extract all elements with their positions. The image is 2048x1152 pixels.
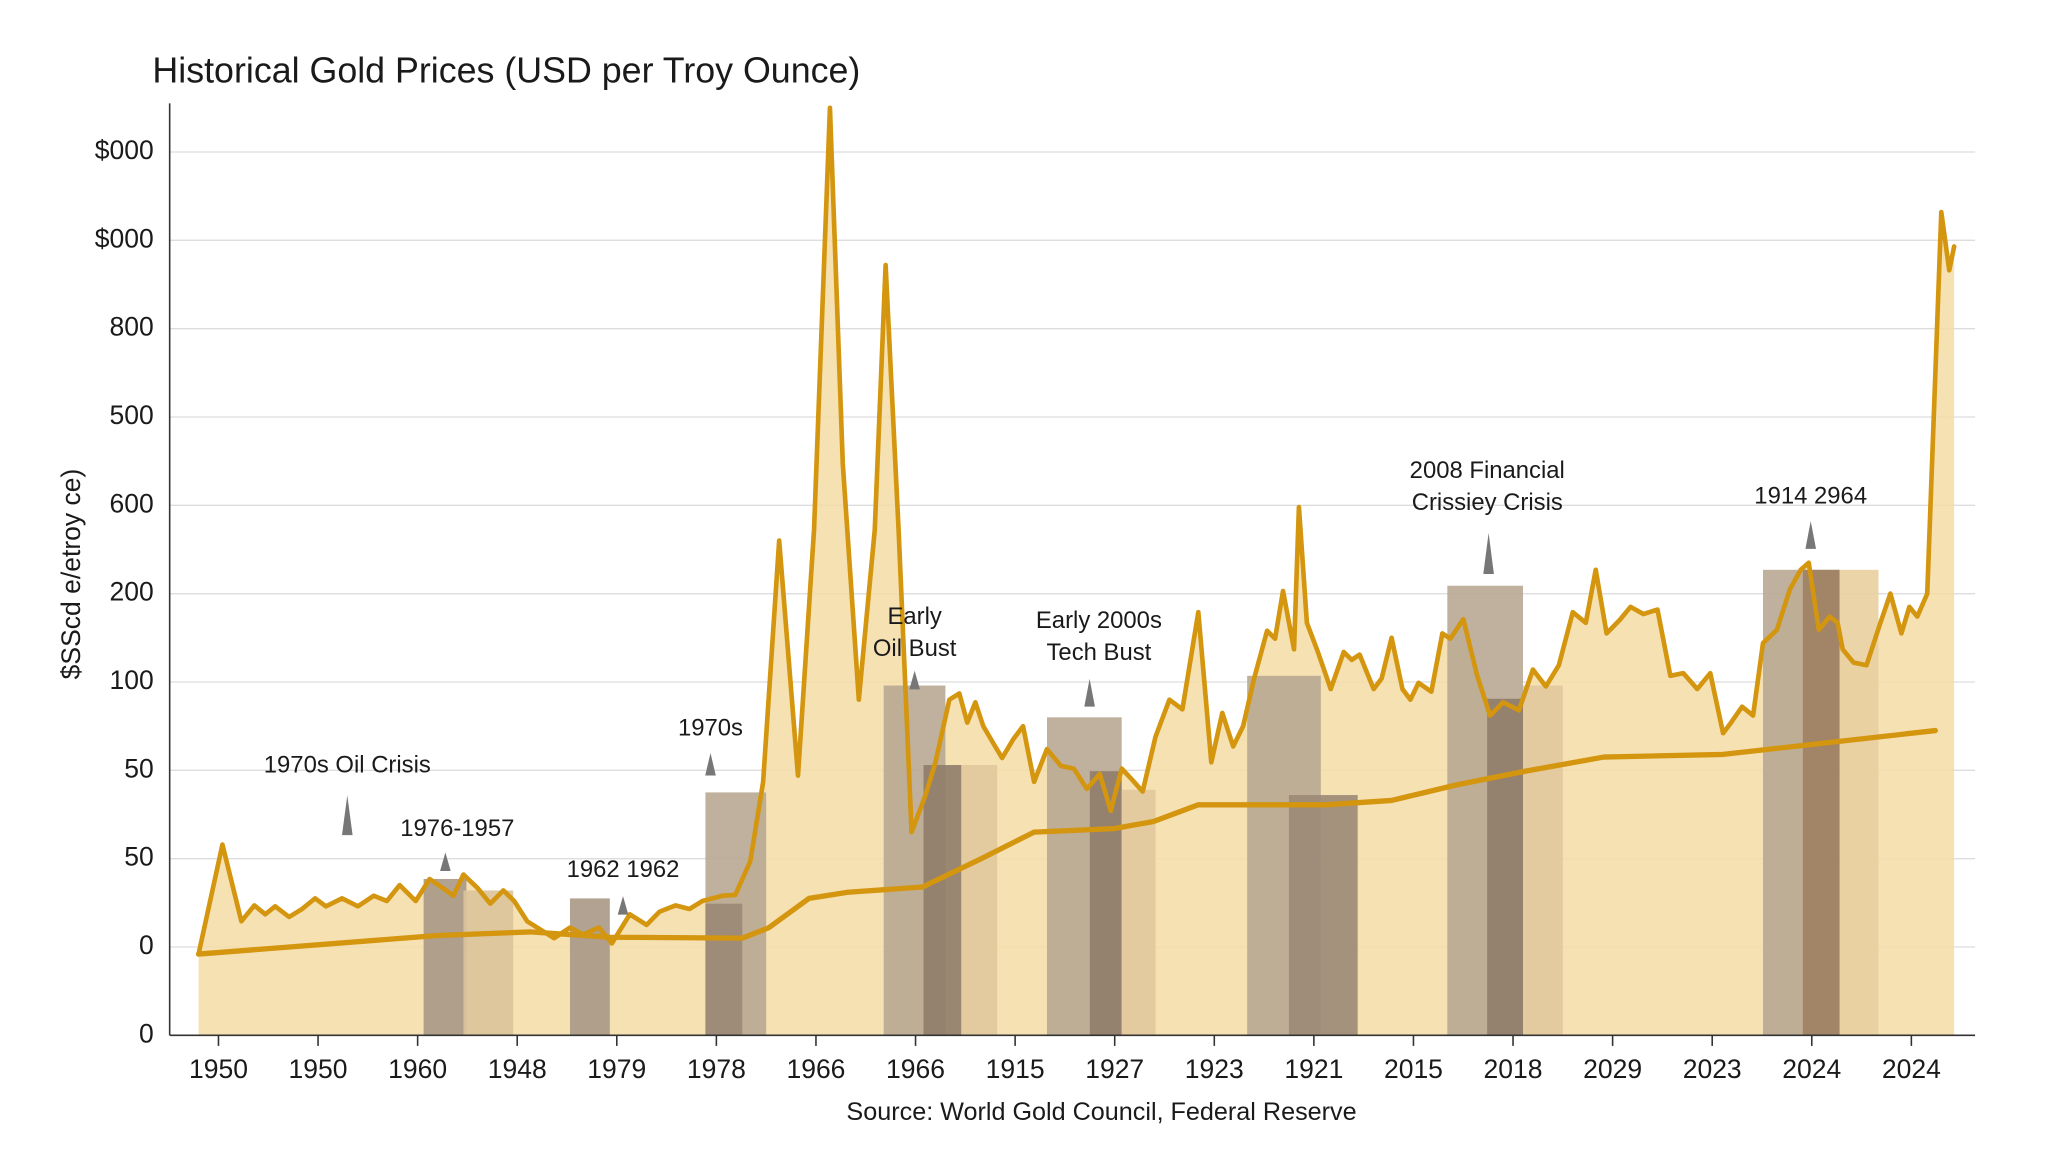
annotation-text: 1970s Oil Crisis [264,752,431,779]
event-bar [423,878,467,1036]
x-tick-label: 1966 [886,1054,945,1084]
x-tick-label: 1966 [786,1054,845,1084]
event-bar [961,765,998,1036]
event-bar [569,898,610,1036]
x-tick-label: 1921 [1284,1054,1343,1084]
annotation-text: 2008 Financial [1410,457,1565,484]
event-bar [1487,698,1523,1036]
x-tick-label: 2015 [1384,1054,1443,1084]
y-tick-label: 600 [110,488,154,518]
y-tick-label: $000 [95,135,154,165]
annotation-pointer [1084,678,1095,707]
x-tick-label: 1927 [1085,1054,1144,1084]
annotation-text: 1962 1962 [567,856,680,883]
bars [423,569,1879,1036]
grid [169,151,1976,948]
y-axis-label: $SScd e/etroy ce) [56,469,86,680]
annotation-text: Tech Bust [1047,639,1152,666]
annotation-text: Early [887,603,941,630]
annotation-pointer [440,852,451,871]
y-tick-label: 500 [110,400,154,430]
annotation-pointer [705,752,716,776]
lines [195,105,1957,957]
annotation-pointer [1483,532,1494,575]
y-tick-label: 50 [124,842,153,872]
event-bar [463,890,514,1036]
y-tick-label: 800 [110,312,154,342]
x-tick-label: 2023 [1683,1054,1742,1084]
annotation-text: 1970s [678,714,743,741]
x-tick-label: 1915 [986,1054,1045,1084]
x-tick-label: 1979 [587,1054,646,1084]
y-tick-label: $000 [95,223,154,253]
annotation-pointer [909,670,920,690]
x-tick-label: 1950 [189,1054,248,1084]
y-tick-label: 200 [110,577,154,607]
annotation-text: Oil Bust [873,635,957,662]
x-tick-label: 2018 [1484,1054,1543,1084]
event-bar [1522,685,1563,1036]
axes: 0 0 50 50 100 200 600 500 800 $000 $000 1950 1950 196… [95,103,1976,1084]
x-tick-label: 1950 [289,1054,348,1084]
source-note: Source: World Gold Council, Federal Rese… [846,1098,1356,1126]
x-tick-label: 1923 [1185,1054,1244,1084]
event-bar [1089,771,1122,1036]
chart-title: Historical Gold Prices (USD per Troy Oun… [152,50,860,90]
event-bar [1121,789,1156,1036]
annotation-text: Crissiey Crisis [1412,489,1563,516]
annotations: 1970s Oil Crisis 1976-1957 1962 1962 1970s E… [264,457,1867,915]
annotation-pointer [341,795,353,836]
trend-line [195,727,1938,957]
annotation-pointer [617,896,629,915]
annotation-text: 1976-1957 [400,815,514,842]
y-tick-label: 50 [124,753,153,783]
x-tick-label: 2024 [1882,1054,1941,1084]
event-bar [1288,795,1358,1036]
x-tick-label: 2029 [1583,1054,1642,1084]
event-bar [923,765,962,1036]
price-line [196,105,1957,957]
event-bar [1802,569,1840,1036]
x-tick-label: 1978 [687,1054,746,1084]
y-tick-label: 0 [139,930,154,960]
x-tick-label: 2024 [1782,1054,1841,1084]
y-tick-label: 100 [110,665,154,695]
y-tick-label: 0 [139,1018,154,1048]
event-bar [705,903,743,1036]
x-tick-label: 1948 [488,1054,547,1084]
annotation-text: 1914 2964 [1754,482,1867,509]
annotation-pointer [1805,520,1817,549]
x-tick-label: 1960 [388,1054,447,1084]
annotation-text: Early 2000s [1036,607,1162,634]
